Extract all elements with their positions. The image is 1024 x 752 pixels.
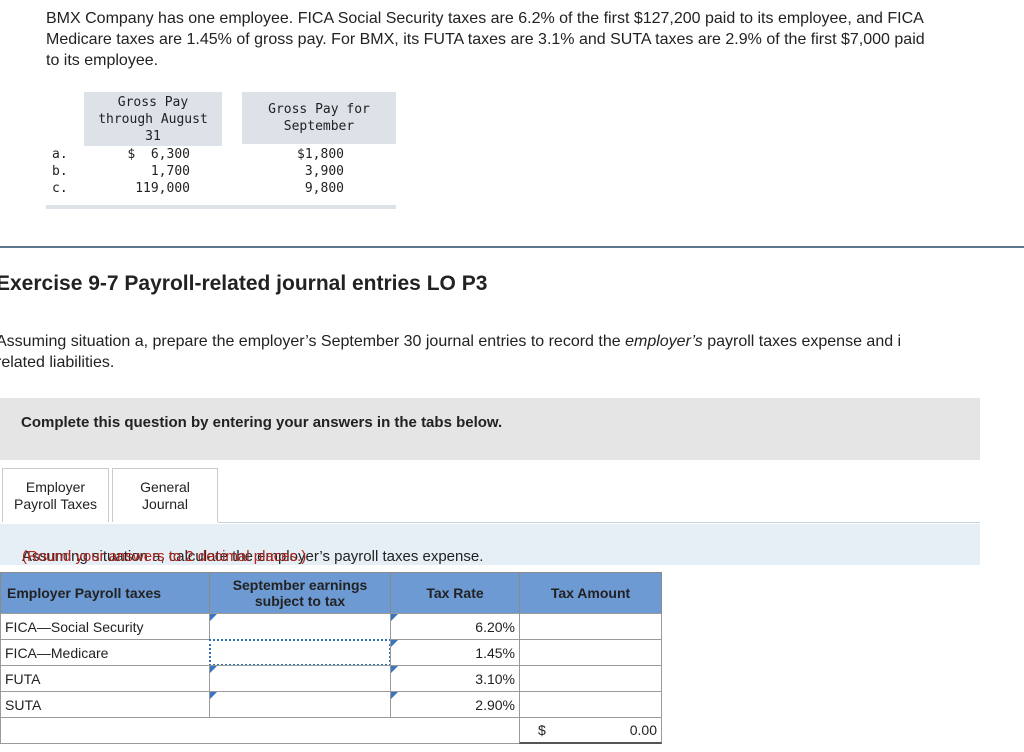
instruction-text: Assuming situation a, calculate the empl…: [22, 548, 484, 565]
intro-line-3: to its employee.: [46, 52, 159, 69]
rate-cell-fica-medicare[interactable]: 1.45%: [390, 639, 520, 666]
instructions-text-a: Assuming situation a, prepare the employ…: [0, 333, 626, 350]
rate-cell-fica-ss[interactable]: 6.20%: [390, 613, 520, 640]
earnings-input-futa[interactable]: [209, 665, 391, 692]
rate-value-fica-ss: 6.20%: [475, 618, 515, 635]
earnings-input-suta[interactable]: [209, 691, 391, 718]
tab-label-employer-payroll-taxes: Employer Payroll Taxes: [13, 478, 97, 512]
tab-employer-payroll-taxes[interactable]: Employer Payroll Taxes: [2, 468, 109, 522]
input-marker-icon: [210, 614, 217, 621]
complete-question-banner: Complete this question by entering your …: [0, 398, 980, 460]
input-marker-icon: [391, 666, 398, 673]
gross-through-aug-a: $ 6,300: [127, 147, 190, 162]
total-tax-amount: $ 0.00: [519, 717, 662, 744]
header-gross-september: Gross Pay for September: [242, 92, 396, 144]
earnings-input-fica-medicare[interactable]: [209, 639, 391, 666]
table-row-name-suta: SUTA: [0, 691, 210, 718]
table-row-name-futa: FUTA: [0, 665, 210, 692]
total-value: 0.00: [629, 722, 657, 738]
total-currency: $: [538, 722, 546, 738]
problem-intro: BMX Company has one employee. FICA Socia…: [46, 8, 1024, 71]
rate-value-futa: 3.10%: [475, 670, 515, 687]
instructions-emphasis: employer’s: [625, 333, 703, 350]
intro-line-2: Medicare taxes are 1.45% of gross pay. F…: [46, 31, 925, 48]
instructions-line-2: related liabilities.: [0, 354, 115, 371]
row-name-suta-text: SUTA: [5, 696, 42, 713]
tab-instruction-bar: Assuming situation a, calculate the empl…: [0, 524, 980, 565]
rate-cell-suta[interactable]: 2.90%: [390, 691, 520, 718]
header-employer-payroll-taxes: Employer Payroll taxes: [0, 572, 210, 614]
header-september-earnings: September earnings subject to tax: [209, 572, 391, 614]
exercise-instructions: Assuming situation a, prepare the employ…: [0, 331, 901, 373]
amount-cell-futa: [519, 665, 662, 692]
total-row-spacer: [0, 717, 520, 744]
gross-through-aug-b: 1,700: [150, 164, 190, 179]
table-row-name-fica-ss: FICA—Social Security: [0, 613, 210, 640]
row-name-futa-text: FUTA: [5, 670, 41, 687]
instructions-text-b: payroll taxes expense and i: [702, 333, 902, 350]
rate-value-fica-medicare: 1.45%: [475, 644, 515, 661]
row-label-a: a.: [52, 147, 68, 162]
row-label-c: c.: [52, 181, 68, 196]
rate-cell-futa[interactable]: 3.10%: [390, 665, 520, 692]
input-marker-icon: [210, 692, 217, 699]
table-row-name-fica-medicare: FICA—Medicare: [0, 639, 210, 666]
rate-value-suta: 2.90%: [475, 696, 515, 713]
amount-cell-fica-ss: [519, 613, 662, 640]
rounding-note: (Round your answers to 2 decimal places.…: [22, 548, 307, 565]
situations-table-rule: [46, 205, 396, 209]
input-marker-icon: [391, 640, 398, 647]
earnings-input-fica-ss[interactable]: [209, 613, 391, 640]
intro-line-1: BMX Company has one employee. FICA Socia…: [46, 10, 924, 27]
exercise-title: Exercise 9-7 Payroll-related journal ent…: [0, 272, 488, 295]
banner-text: Complete this question by entering your …: [21, 414, 503, 431]
tab-underline: [218, 522, 980, 523]
amount-cell-suta: [519, 691, 662, 718]
amount-cell-fica-medicare: [519, 639, 662, 666]
header-tax-amount: Tax Amount: [519, 572, 662, 614]
gross-september-b: 3,900: [304, 164, 344, 179]
gross-september-c: 9,800: [304, 181, 344, 196]
row-name-fica-medicare-text: FICA—Medicare: [5, 644, 109, 661]
row-name-fica-ss-text: FICA—Social Security: [5, 618, 144, 635]
situations-table: Gross Pay through August 31 Gross Pay fo…: [46, 92, 396, 210]
gross-september-a: $1,800: [297, 147, 344, 162]
header-gross-through-august: Gross Pay through August 31: [84, 92, 222, 146]
section-divider: [0, 246, 1024, 248]
tab-label-general-journal: General Journal: [140, 478, 190, 512]
row-label-b: b.: [52, 164, 68, 179]
gross-through-aug-c: 119,000: [135, 181, 190, 196]
input-marker-icon: [210, 666, 217, 673]
tab-general-journal[interactable]: General Journal: [112, 468, 218, 522]
instructions-line-1: Assuming situation a, prepare the employ…: [0, 331, 901, 352]
header-tax-rate: Tax Rate: [390, 572, 520, 614]
input-marker-icon: [391, 614, 398, 621]
input-marker-icon: [391, 692, 398, 699]
